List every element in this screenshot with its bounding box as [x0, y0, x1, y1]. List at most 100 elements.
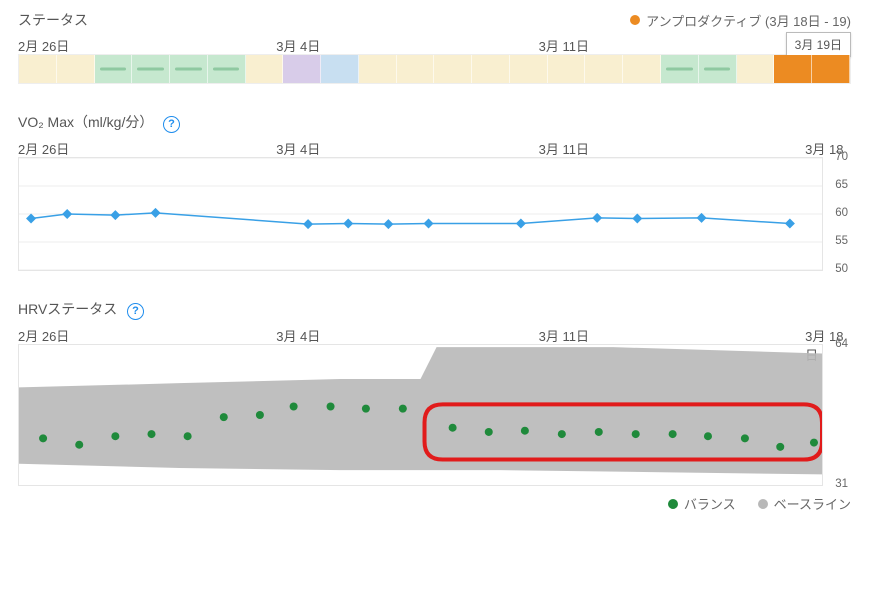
hrv-x-labels: 2月 26日3月 4日3月 11日3月 18日 [18, 326, 851, 344]
status-x-labels: 2月 26日3月 4日3月 11日3月 1 [18, 36, 851, 54]
status-cell[interactable] [623, 55, 661, 83]
hrv-header: HRVステータス ? [18, 299, 851, 320]
status-cell[interactable] [246, 55, 284, 83]
legend-dot [668, 499, 678, 509]
status-cell[interactable] [548, 55, 586, 83]
status-legend: アンプロダクティブ (3月 18日 - 19) [630, 11, 851, 30]
x-axis-label: 3月 11日 [539, 326, 589, 345]
vo2-title: VO₂ Max（ml/kg/分） [18, 114, 153, 130]
status-cell-bar [175, 68, 201, 71]
status-section: ステータス アンプロダクティブ (3月 18日 - 19) 2月 26日3月 4… [18, 10, 851, 84]
y-axis-label: 31 [835, 478, 848, 490]
status-cell[interactable] [321, 55, 359, 83]
hrv-plot[interactable] [18, 344, 823, 486]
vo2-data-point[interactable] [343, 219, 353, 229]
hrv-data-point[interactable] [558, 430, 566, 438]
status-cell[interactable] [699, 55, 737, 83]
hrv-data-point[interactable] [39, 434, 47, 442]
status-cell[interactable] [661, 55, 699, 83]
status-cell[interactable] [359, 55, 397, 83]
status-cell[interactable] [132, 55, 170, 83]
hrv-data-point[interactable] [399, 405, 407, 413]
hrv-data-point[interactable] [632, 430, 640, 438]
x-axis-label: 3月 4日 [276, 139, 320, 158]
hrv-data-point[interactable] [485, 428, 493, 436]
hrv-data-point[interactable] [256, 411, 264, 419]
x-axis-label: 3月 11日 [539, 139, 589, 158]
vo2-data-point[interactable] [383, 219, 393, 229]
hrv-data-point[interactable] [184, 432, 192, 440]
x-axis-label: 3月 4日 [276, 36, 320, 55]
status-cell[interactable] [472, 55, 510, 83]
vo2-data-point[interactable] [26, 213, 36, 223]
vo2-title-wrap: VO₂ Max（ml/kg/分） ? [18, 112, 180, 133]
help-icon[interactable]: ? [163, 116, 180, 133]
help-icon[interactable]: ? [127, 303, 144, 320]
status-cell[interactable] [585, 55, 623, 83]
x-axis-label: 2月 26日 [18, 139, 69, 158]
hrv-data-point[interactable] [290, 403, 298, 411]
hrv-data-point[interactable] [595, 428, 603, 436]
hrv-data-point[interactable] [521, 427, 529, 435]
vo2-data-point[interactable] [516, 219, 526, 229]
vo2-data-point[interactable] [424, 219, 434, 229]
hrv-chart-shell: 3164 [18, 344, 851, 486]
status-x-wrap: 2月 26日3月 4日3月 11日3月 1 3月 19日 [18, 36, 851, 54]
hrv-data-point[interactable] [327, 403, 335, 411]
hrv-data-point[interactable] [669, 430, 677, 438]
hrv-data-point[interactable] [111, 432, 119, 440]
status-tooltip: 3月 19日 [786, 32, 851, 57]
hrv-data-point[interactable] [704, 432, 712, 440]
hrv-y-axis: 3164 [823, 344, 851, 486]
hrv-title-wrap: HRVステータス ? [18, 299, 144, 320]
x-axis-label: 2月 26日 [18, 326, 69, 345]
vo2-data-point[interactable] [62, 209, 72, 219]
status-cell[interactable] [774, 55, 812, 83]
status-cell[interactable] [170, 55, 208, 83]
hrv-data-point[interactable] [147, 430, 155, 438]
vo2-header: VO₂ Max（ml/kg/分） ? [18, 112, 851, 133]
vo2-plot[interactable] [18, 157, 823, 271]
y-axis-label: 70 [835, 151, 848, 163]
vo2-data-point[interactable] [303, 219, 313, 229]
vo2-data-point[interactable] [150, 208, 160, 218]
y-axis-label: 65 [835, 179, 848, 191]
hrv-data-point[interactable] [220, 413, 228, 421]
status-cell-bar [666, 68, 692, 71]
hrv-data-point[interactable] [75, 441, 83, 449]
vo2-x-labels: 2月 26日3月 4日3月 11日3月 18日 [18, 139, 851, 157]
x-axis-label: 3月 4日 [276, 326, 320, 345]
y-axis-label: 60 [835, 207, 848, 219]
hrv-data-point[interactable] [741, 434, 749, 442]
status-cell-bar [213, 68, 239, 71]
status-cell[interactable] [57, 55, 95, 83]
hrv-data-point[interactable] [810, 439, 818, 447]
status-cell[interactable] [397, 55, 435, 83]
status-cell[interactable] [510, 55, 548, 83]
status-cell[interactable] [737, 55, 775, 83]
status-cell-bar [100, 68, 126, 71]
status-strip[interactable] [18, 54, 851, 84]
y-axis-label: 55 [835, 235, 848, 247]
vo2-data-point[interactable] [110, 210, 120, 220]
status-legend-label: アンプロダクティブ (3月 18日 - 19) [646, 11, 851, 30]
status-cell[interactable] [434, 55, 472, 83]
hrv-legend-item: ベースライン [758, 494, 851, 513]
hrv-title: HRVステータス [18, 301, 117, 317]
legend-dot [758, 499, 768, 509]
hrv-data-point[interactable] [776, 443, 784, 451]
status-cell[interactable] [812, 55, 850, 83]
hrv-data-point[interactable] [449, 424, 457, 432]
hrv-data-point[interactable] [362, 405, 370, 413]
y-axis-label: 64 [835, 338, 848, 350]
vo2-data-point[interactable] [632, 213, 642, 223]
vo2-data-point[interactable] [785, 219, 795, 229]
x-axis-label: 2月 26日 [18, 36, 69, 55]
legend-label: ベースライン [774, 494, 851, 513]
status-cell-bar [704, 68, 730, 71]
status-cell[interactable] [95, 55, 133, 83]
status-cell[interactable] [208, 55, 246, 83]
status-cell-bar [137, 68, 163, 71]
status-cell[interactable] [283, 55, 321, 83]
status-cell[interactable] [19, 55, 57, 83]
